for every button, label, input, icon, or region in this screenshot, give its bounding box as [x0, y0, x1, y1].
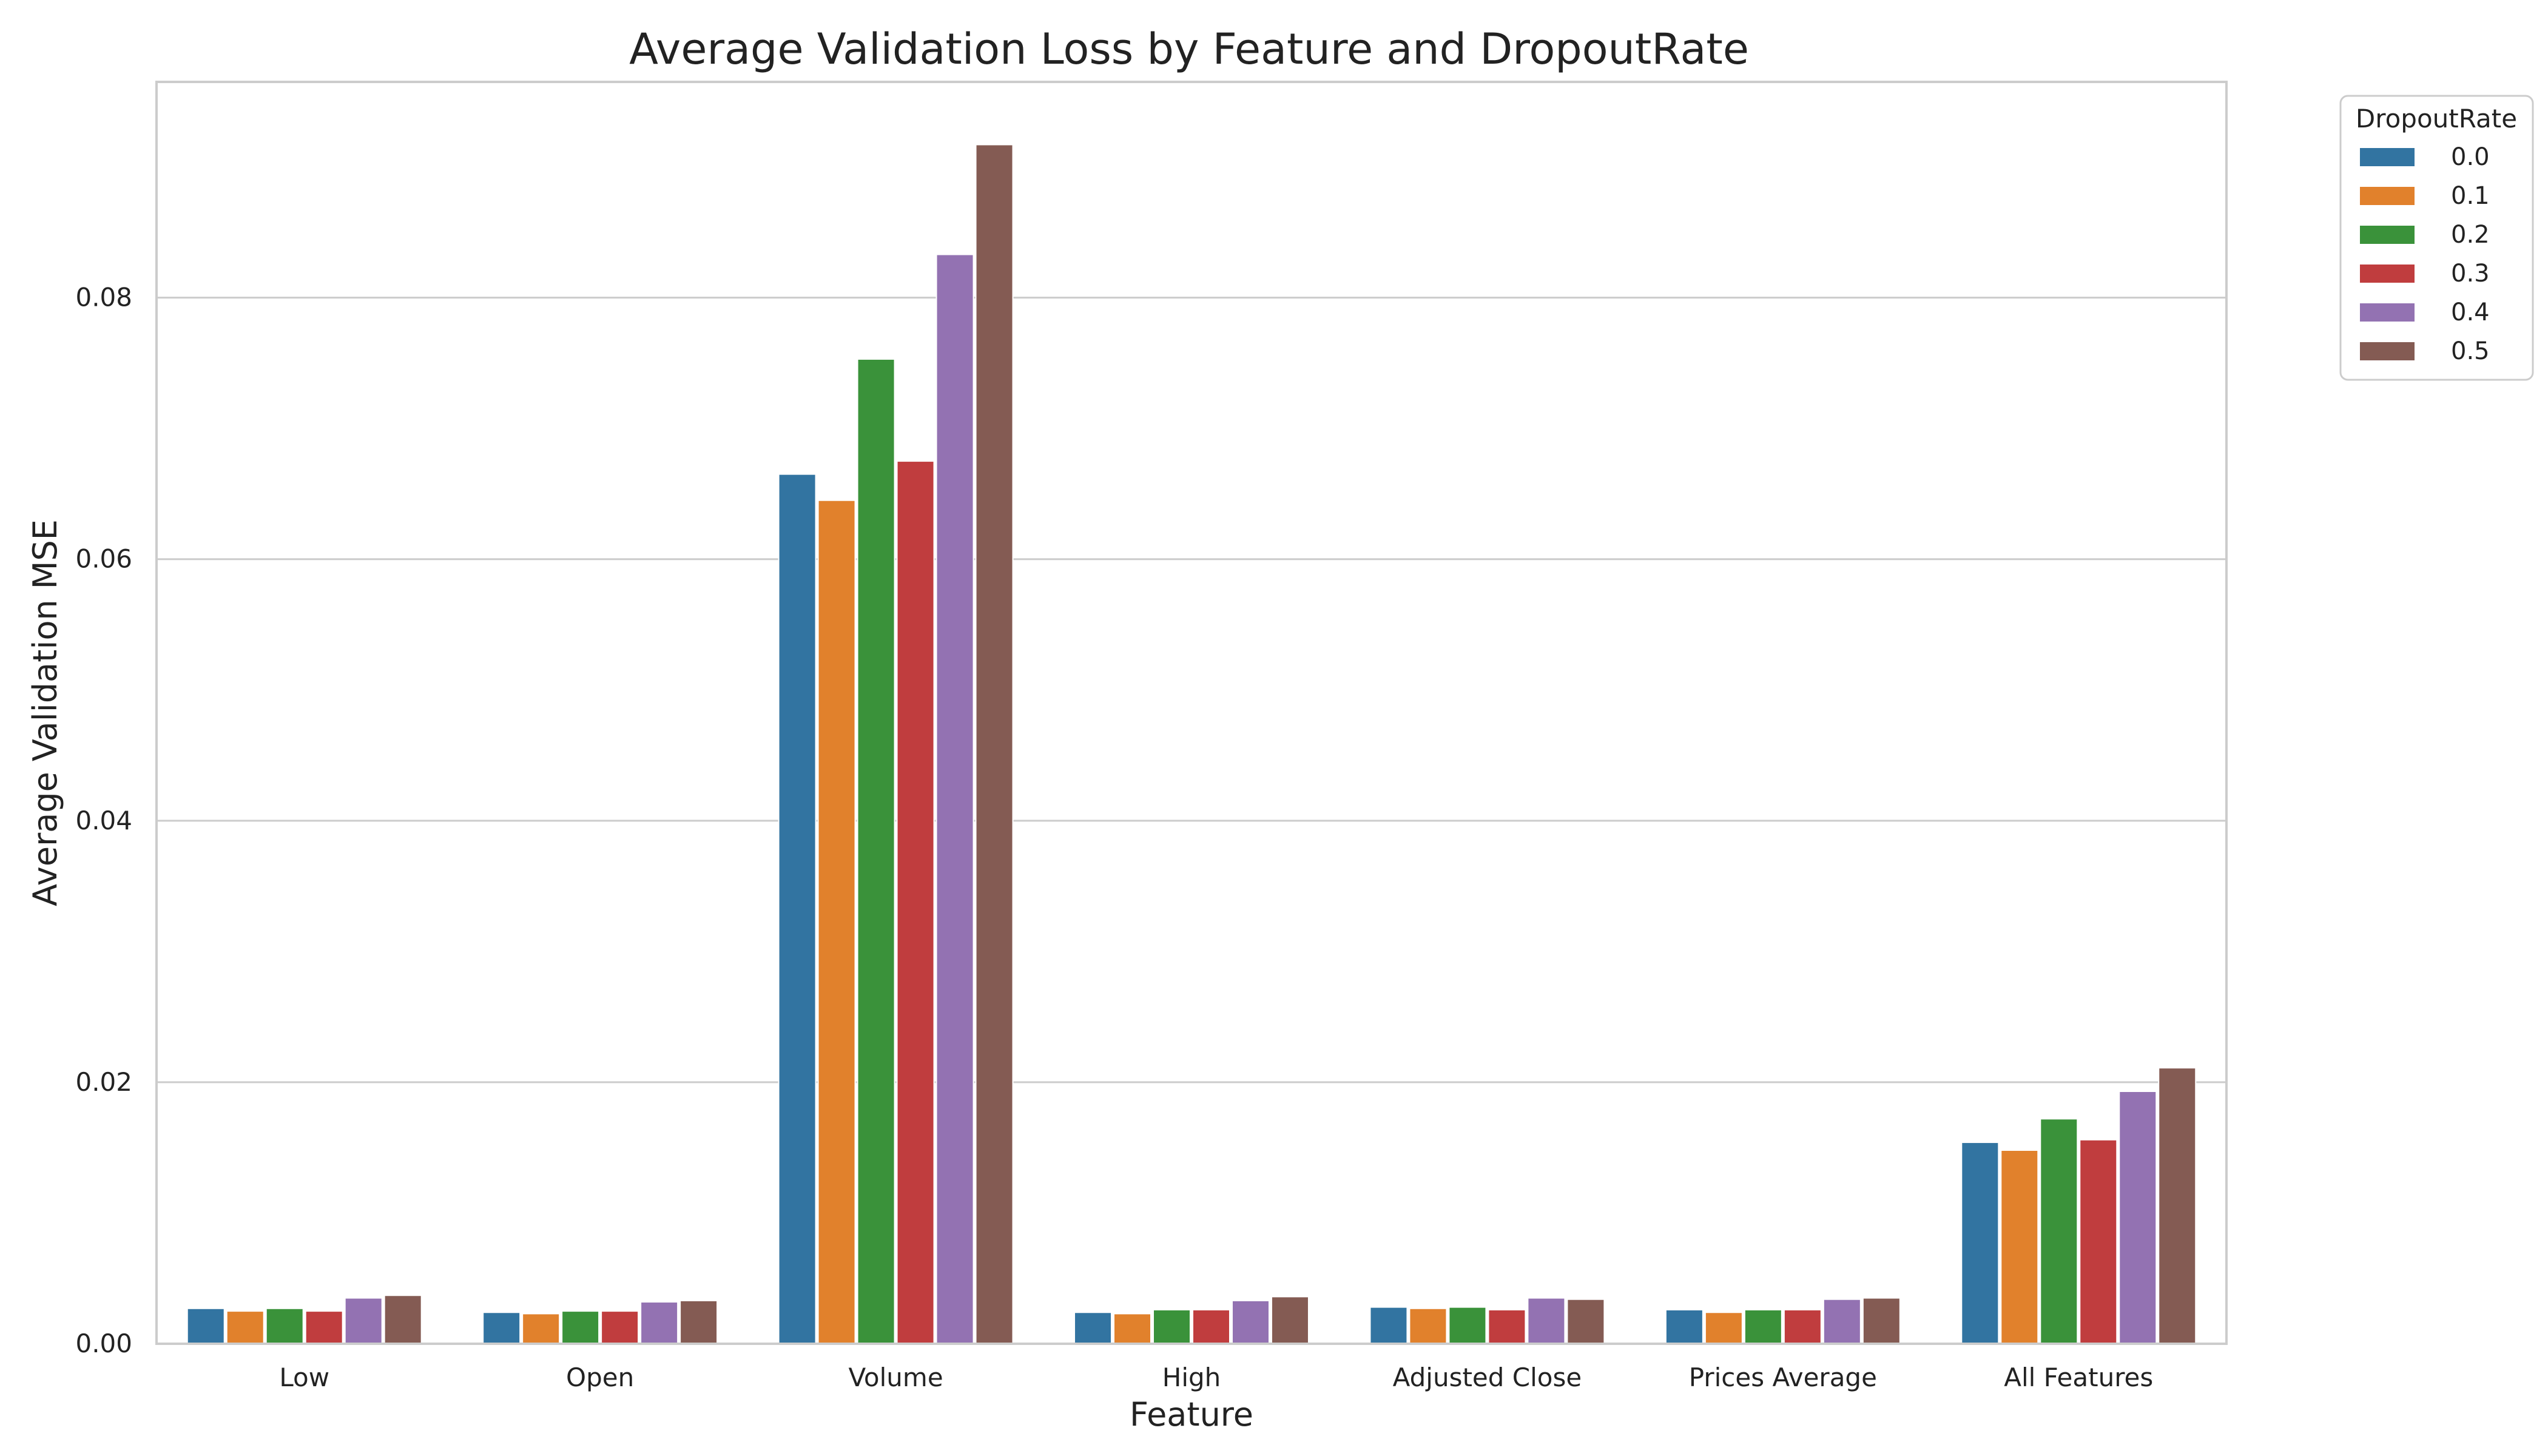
bar — [1744, 1309, 1782, 1344]
bar — [975, 144, 1014, 1344]
bar — [482, 1312, 521, 1345]
bar — [1231, 1299, 1270, 1344]
bar — [186, 1307, 225, 1345]
y-tick-label: 0.04 — [75, 806, 132, 835]
y-tick-label: 0.00 — [75, 1329, 132, 1358]
legend-label: 0.1 — [2451, 182, 2490, 210]
bar — [1566, 1298, 1605, 1345]
bar — [2040, 1118, 2078, 1345]
y-tick-label: 0.02 — [75, 1067, 132, 1097]
bar — [226, 1310, 265, 1345]
bar — [1113, 1313, 1152, 1344]
plot-frame — [155, 81, 2228, 1345]
bar — [1862, 1297, 1901, 1344]
bar — [1822, 1298, 1861, 1345]
x-tick-label: Prices Average — [1689, 1363, 1877, 1392]
y-tick-label: 0.06 — [75, 544, 132, 574]
x-tick-label: Open — [566, 1363, 634, 1392]
bar — [778, 473, 817, 1345]
bar — [1074, 1312, 1113, 1345]
bar — [1704, 1312, 1743, 1345]
legend-swatch — [2360, 265, 2415, 283]
bar — [265, 1307, 304, 1345]
legend-label: 0.3 — [2451, 260, 2490, 288]
x-tick-label: Volume — [848, 1363, 943, 1392]
bar-series — [186, 144, 2197, 1345]
bar — [1488, 1309, 1526, 1344]
bar — [2158, 1067, 2197, 1344]
bar — [935, 254, 974, 1344]
legend-swatch — [2360, 148, 2415, 166]
bar — [817, 499, 856, 1344]
bar — [640, 1301, 679, 1344]
bar — [1665, 1309, 1704, 1344]
legend-label: 0.4 — [2451, 298, 2490, 326]
bar — [1409, 1307, 1448, 1345]
bar — [305, 1310, 343, 1345]
bar — [1270, 1296, 1309, 1344]
x-axis-ticks: Low Open Volume High Adjusted Close Prices Av… — [279, 1363, 2153, 1392]
bar — [2118, 1091, 2157, 1344]
legend-label: 0.0 — [2451, 143, 2490, 171]
bar — [857, 358, 895, 1344]
bar — [2000, 1149, 2039, 1345]
bar — [561, 1310, 600, 1345]
y-tick-label: 0.08 — [75, 283, 132, 312]
bar — [896, 460, 935, 1344]
x-tick-label: Adjusted Close — [1393, 1363, 1582, 1392]
legend-label: 0.2 — [2451, 221, 2490, 249]
legend-swatch — [2360, 187, 2415, 205]
legend-swatch — [2360, 303, 2415, 322]
bar — [1961, 1142, 2000, 1344]
bar — [1527, 1297, 1566, 1344]
plot-area — [157, 82, 2226, 1344]
y-axis-label: Average Validation MSE — [26, 519, 64, 906]
bar — [601, 1310, 639, 1345]
x-tick-label: High — [1162, 1363, 1221, 1392]
bar — [679, 1299, 718, 1344]
bar — [522, 1313, 561, 1344]
legend: DropoutRate 0.0 0.1 0.2 0.3 0.4 0.5 — [2339, 95, 2534, 381]
legend-label: 0.5 — [2451, 337, 2490, 365]
x-axis-label: Feature — [1130, 1395, 1253, 1434]
bar — [383, 1295, 422, 1345]
bar — [344, 1297, 383, 1344]
legend-swatch — [2360, 342, 2415, 360]
legend-swatch — [2360, 226, 2415, 244]
bar — [1369, 1306, 1408, 1345]
x-tick-label: Low — [279, 1363, 329, 1392]
bar — [1192, 1309, 1230, 1344]
bar — [2079, 1139, 2118, 1345]
bar — [1783, 1309, 1822, 1344]
x-tick-label: All Features — [2004, 1363, 2153, 1392]
chart-title: Average Validation Loss by Feature and D… — [629, 24, 1749, 74]
y-axis-ticks: 0.00 0.02 0.04 0.06 0.08 — [75, 283, 132, 1358]
legend-title: DropoutRate — [2356, 104, 2517, 133]
bar — [1448, 1306, 1487, 1345]
legend-items: 0.0 0.1 0.2 0.3 0.4 0.5 — [2360, 143, 2490, 365]
bar — [1153, 1309, 1191, 1344]
